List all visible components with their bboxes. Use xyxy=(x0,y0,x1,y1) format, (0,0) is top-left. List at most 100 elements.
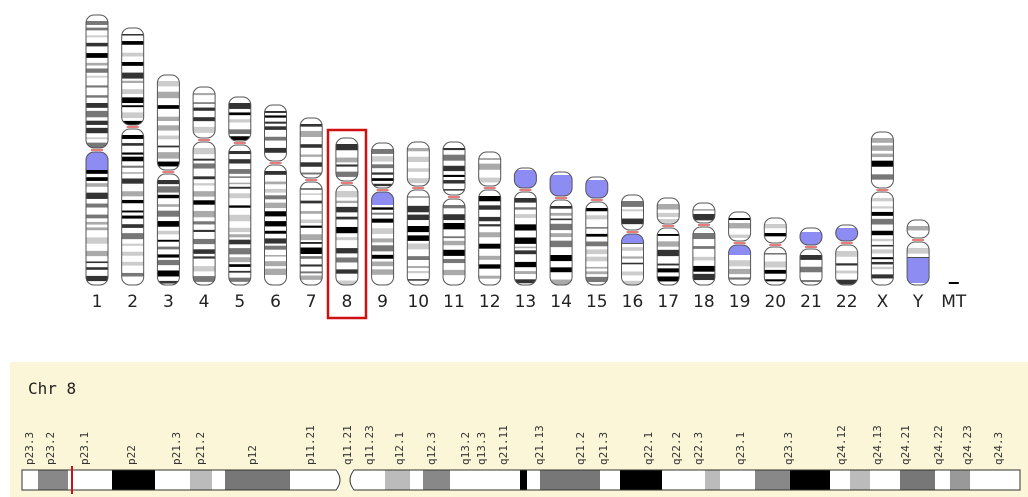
detail-band[interactable] xyxy=(350,470,385,490)
chromosome-arm[interactable] xyxy=(479,190,501,285)
chromosome-arm[interactable] xyxy=(871,192,893,285)
chromosome-arm[interactable] xyxy=(764,247,786,285)
chromosome-arm[interactable] xyxy=(836,225,858,241)
chromosome-label[interactable]: 4 xyxy=(199,292,210,312)
detail-band[interactable] xyxy=(870,470,900,490)
chromosome-label[interactable]: 7 xyxy=(306,292,317,312)
chromosome-label[interactable]: 3 xyxy=(163,292,174,312)
chromosome-label[interactable]: 8 xyxy=(341,292,352,312)
chromosome-label[interactable]: 16 xyxy=(622,292,644,312)
detail-band[interactable] xyxy=(38,470,68,490)
chromosome-arm[interactable] xyxy=(372,192,394,285)
chromosome-arm[interactable] xyxy=(443,142,465,195)
chromosome-arm[interactable] xyxy=(193,87,215,138)
chromosome-arm[interactable] xyxy=(800,249,822,285)
detail-band[interactable] xyxy=(527,470,540,490)
chromosome-arm[interactable] xyxy=(693,203,715,223)
chromosome-arm[interactable] xyxy=(514,168,536,188)
detail-band[interactable] xyxy=(755,470,790,490)
chromosome-arm[interactable] xyxy=(300,182,322,285)
chromosome-arm[interactable] xyxy=(622,234,644,287)
chromosome-arm[interactable] xyxy=(86,15,108,149)
detail-band[interactable] xyxy=(410,470,423,490)
chromosome-label[interactable]: 12 xyxy=(479,292,501,312)
chromosome-label[interactable]: 20 xyxy=(764,292,786,312)
detail-band[interactable] xyxy=(950,470,970,490)
chromosome-label[interactable]: 18 xyxy=(693,292,715,312)
chromosome-arm[interactable] xyxy=(443,199,465,285)
detail-band[interactable] xyxy=(385,470,410,490)
chromosome-label[interactable]: 10 xyxy=(407,292,429,312)
chromosome-arm[interactable] xyxy=(229,97,251,141)
chromosome-arm[interactable] xyxy=(550,200,572,285)
detail-band[interactable] xyxy=(520,470,527,490)
detail-band[interactable] xyxy=(112,470,155,490)
chromosome-arm[interactable] xyxy=(86,152,108,285)
chromosome-arm[interactable] xyxy=(229,145,251,285)
chromosome-arm[interactable] xyxy=(122,129,144,285)
detail-band[interactable] xyxy=(190,470,212,490)
detail-band[interactable] xyxy=(450,470,520,490)
detail-band[interactable] xyxy=(22,470,38,490)
chromosome-arm[interactable] xyxy=(764,218,786,243)
detail-band[interactable] xyxy=(790,470,830,490)
chromosome-arm[interactable] xyxy=(550,172,572,196)
chromosome-arm[interactable] xyxy=(586,202,608,285)
chromosome-arm[interactable] xyxy=(729,245,751,285)
chromosome-label[interactable]: 21 xyxy=(800,292,822,312)
chromosome-arm[interactable] xyxy=(407,142,429,186)
chromosome-label[interactable]: 13 xyxy=(515,292,537,312)
detail-band[interactable] xyxy=(212,470,225,490)
chromosome-arm[interactable] xyxy=(871,132,893,188)
chromosome-arm[interactable] xyxy=(122,28,144,125)
chromosome-arm[interactable] xyxy=(514,192,536,285)
detail-band[interactable] xyxy=(423,470,450,490)
chromosome-arm[interactable] xyxy=(622,195,644,230)
chromosome-arm[interactable] xyxy=(157,75,179,170)
chromosome-arm[interactable] xyxy=(157,174,179,285)
detail-band[interactable] xyxy=(540,470,600,490)
chromosome-label[interactable]: 14 xyxy=(550,292,572,312)
chromosome-label[interactable]: 6 xyxy=(270,292,281,312)
chromosome-label[interactable]: MT xyxy=(941,292,967,312)
chromosome-arm[interactable] xyxy=(336,185,358,286)
detail-band[interactable] xyxy=(68,470,112,490)
detail-band[interactable] xyxy=(290,470,340,490)
chromosome-arm[interactable] xyxy=(907,242,929,285)
chromosome-arm[interactable] xyxy=(300,118,322,178)
chromosome-arm[interactable] xyxy=(193,142,215,285)
chromosome-label[interactable]: Y xyxy=(912,292,924,312)
detail-band[interactable] xyxy=(830,470,850,490)
chromosome-arm[interactable] xyxy=(800,228,822,245)
chromosome-arm[interactable] xyxy=(265,165,287,285)
chromosome-label[interactable]: 11 xyxy=(443,292,465,312)
detail-band[interactable] xyxy=(705,470,720,490)
chromosome-arm[interactable] xyxy=(657,228,679,285)
detail-band[interactable] xyxy=(900,470,935,490)
detail-band[interactable] xyxy=(850,470,870,490)
chromosome-arm[interactable] xyxy=(729,212,751,241)
detail-band[interactable] xyxy=(620,470,662,490)
chromosome-arm[interactable] xyxy=(265,105,287,161)
detail-band[interactable] xyxy=(225,470,290,490)
chromosome-arm[interactable] xyxy=(836,245,858,285)
chromosome-arm[interactable] xyxy=(586,177,608,198)
detail-band[interactable] xyxy=(662,470,705,490)
detail-band[interactable] xyxy=(935,470,950,490)
chromosome-label[interactable]: 22 xyxy=(836,292,858,312)
chromosome-arm[interactable] xyxy=(693,227,715,285)
detail-band[interactable] xyxy=(970,470,1020,490)
chromosome-label[interactable]: 17 xyxy=(657,292,679,312)
chromosome-label[interactable]: X xyxy=(877,292,889,312)
chromosome-arm[interactable] xyxy=(657,198,679,224)
chromosome-label[interactable]: 5 xyxy=(234,292,245,312)
chromosome-arm[interactable] xyxy=(407,190,429,285)
chromosome-label[interactable]: 19 xyxy=(729,292,751,312)
chromosome-label[interactable]: 15 xyxy=(586,292,608,312)
detail-band[interactable] xyxy=(600,470,620,490)
chromosome-arm[interactable] xyxy=(372,143,394,188)
chromosome-label[interactable]: 9 xyxy=(377,292,388,312)
detail-band[interactable] xyxy=(720,470,755,490)
chromosome-label[interactable]: 2 xyxy=(127,292,138,312)
chromosome-arm[interactable] xyxy=(907,220,929,238)
